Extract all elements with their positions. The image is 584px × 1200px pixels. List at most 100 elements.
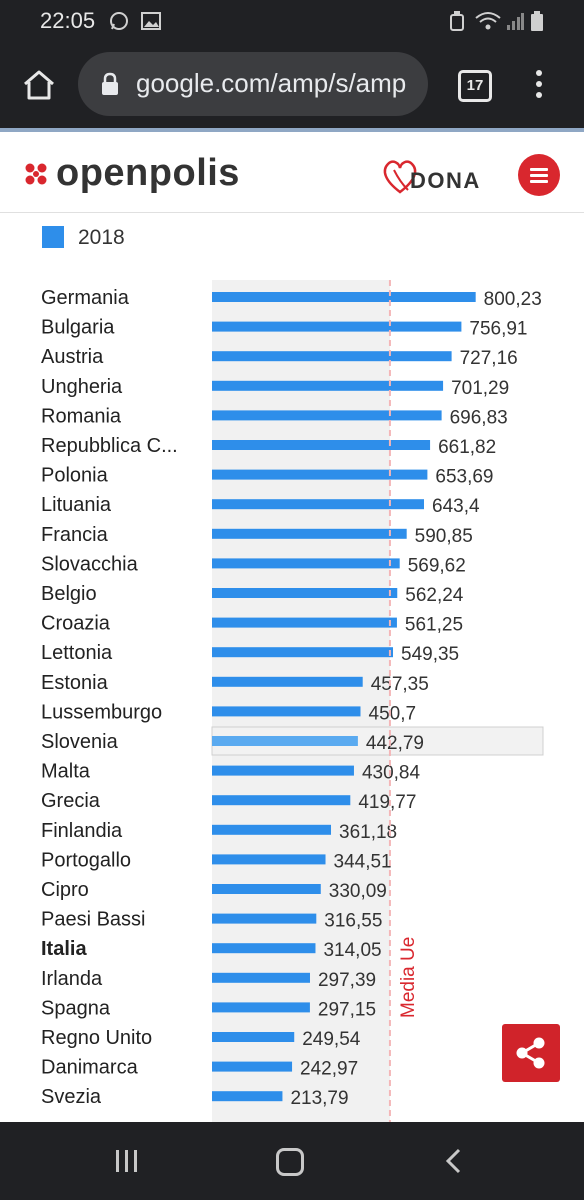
plot-background — [212, 280, 390, 1122]
category-label: Italia — [41, 938, 87, 960]
category-label: Lituania — [41, 494, 112, 516]
bar[interactable] — [212, 499, 425, 510]
bar[interactable] — [212, 410, 442, 421]
reference-line-label: Media Ue — [398, 937, 419, 1018]
value-label: 561,25 — [405, 615, 463, 636]
category-label: Ungheria — [41, 376, 123, 398]
value-label: 249,54 — [302, 1029, 361, 1050]
bar[interactable] — [212, 380, 444, 391]
bar[interactable] — [212, 854, 326, 865]
site-header: openpolis DONA — [0, 132, 584, 213]
category-label: Austria — [41, 346, 104, 368]
value-label: 430,84 — [362, 763, 421, 784]
value-label: 653,69 — [435, 467, 493, 488]
value-label: 297,15 — [318, 999, 376, 1020]
category-label: Repubblica C... — [41, 435, 178, 457]
browser-toolbar: google.com/amp/s/amp 17 — [0, 42, 584, 128]
value-label: 457,35 — [371, 674, 429, 695]
share-icon — [516, 1037, 545, 1069]
category-label: Polonia — [41, 465, 109, 487]
image-icon — [141, 12, 161, 30]
home-icon[interactable] — [22, 68, 56, 102]
bar[interactable] — [212, 1032, 295, 1042]
bar[interactable] — [212, 647, 394, 658]
value-label: 701,29 — [451, 378, 509, 399]
category-label: Cipro — [41, 879, 89, 901]
bar[interactable] — [212, 1002, 310, 1013]
bar[interactable] — [212, 528, 407, 539]
value-label: 213,79 — [290, 1088, 348, 1109]
overflow-menu-icon[interactable] — [534, 70, 544, 102]
value-label: 727,16 — [460, 348, 518, 369]
menu-button[interactable] — [518, 154, 560, 196]
category-label: Estonia — [41, 672, 109, 694]
category-label: Lettonia — [41, 642, 113, 664]
openpolis-logo-icon[interactable] — [24, 162, 48, 186]
value-label: 297,39 — [318, 970, 376, 991]
clock: 22:05 — [40, 8, 96, 33]
value-label: 344,51 — [334, 851, 392, 872]
bar[interactable] — [212, 1091, 283, 1102]
bar[interactable] — [212, 824, 332, 835]
bar[interactable] — [212, 795, 351, 806]
bar[interactable] — [212, 913, 317, 924]
legend-swatch-2018 — [42, 226, 64, 248]
bar[interactable] — [212, 676, 363, 687]
value-label: 242,97 — [300, 1059, 358, 1080]
category-label: Bulgaria — [41, 317, 115, 339]
value-label: 800,23 — [484, 289, 542, 310]
category-label: Romania — [41, 405, 122, 427]
category-label: Svezia — [41, 1086, 102, 1108]
value-label: 314,05 — [323, 940, 381, 961]
bar[interactable] — [212, 736, 358, 746]
signal-icon — [507, 13, 524, 30]
category-label: Malta — [41, 761, 91, 783]
category-label: Spagna — [41, 997, 111, 1019]
value-label: 661,82 — [438, 437, 496, 458]
value-label: 442,79 — [366, 733, 424, 754]
donate-link[interactable]: DONA — [380, 156, 490, 196]
category-label: Belgio — [41, 583, 97, 605]
bar[interactable] — [212, 440, 431, 450]
bar[interactable] — [212, 321, 462, 332]
bar[interactable] — [212, 765, 354, 776]
bar[interactable] — [212, 884, 321, 894]
url-text: google.com/amp/s/amp — [136, 68, 407, 98]
bar[interactable] — [212, 469, 428, 480]
bar[interactable] — [212, 588, 398, 598]
value-label: 696,83 — [450, 407, 508, 428]
value-label: 756,91 — [469, 319, 527, 340]
value-label: 450,7 — [369, 703, 417, 724]
bar[interactable] — [212, 1061, 293, 1072]
bar[interactable] — [212, 558, 400, 569]
wifi-icon — [475, 12, 501, 30]
bar[interactable] — [212, 351, 452, 362]
back-button[interactable] — [444, 1148, 464, 1174]
category-label: Paesi Bassi — [41, 909, 146, 931]
category-label: Regno Unito — [41, 1027, 152, 1049]
donate-label: DONA — [410, 168, 481, 193]
share-button[interactable] — [502, 1024, 560, 1082]
category-label: Irlanda — [41, 968, 103, 990]
recent-apps-button[interactable] — [116, 1150, 138, 1172]
value-label: 361,18 — [339, 822, 397, 843]
category-label: Danimarca — [41, 1057, 139, 1079]
value-label: 419,77 — [358, 792, 416, 813]
battery-icon — [531, 11, 543, 31]
category-label: Croazia — [41, 613, 111, 635]
value-label: 549,35 — [401, 644, 459, 665]
site-logo-text[interactable]: openpolis — [56, 152, 240, 194]
home-button[interactable] — [276, 1148, 304, 1176]
bar[interactable] — [212, 292, 476, 302]
bar[interactable] — [212, 617, 397, 628]
tab-switcher-button[interactable]: 17 — [458, 70, 492, 102]
bar[interactable] — [212, 943, 316, 954]
legend-label-2018: 2018 — [78, 226, 125, 249]
category-label: Finlandia — [41, 820, 123, 842]
category-label: Slovacchia — [41, 553, 139, 575]
bar[interactable] — [212, 972, 310, 983]
value-label: 569,62 — [408, 555, 466, 576]
address-bar[interactable]: google.com/amp/s/amp — [78, 52, 428, 116]
status-bar: 22:05 — [0, 0, 584, 42]
bar[interactable] — [212, 706, 361, 717]
